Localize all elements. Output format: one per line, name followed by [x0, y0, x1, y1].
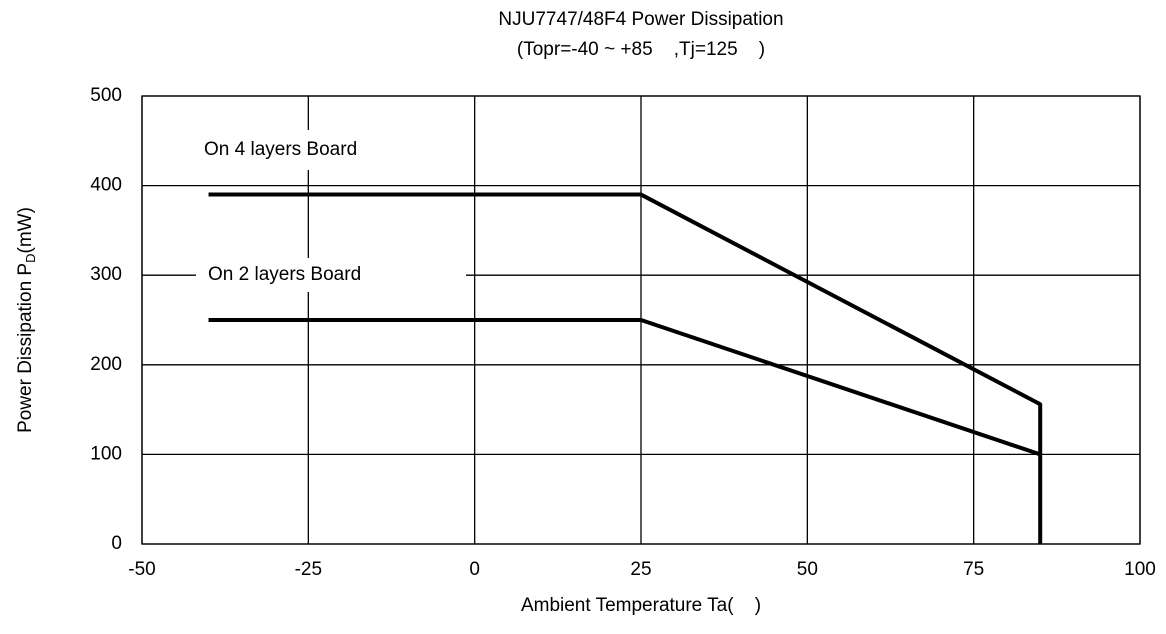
x-tick-label: 0: [469, 559, 480, 580]
y-tick-label: 400: [90, 175, 122, 196]
x-axis-label: Ambient Temperature Ta( ): [521, 595, 761, 616]
y-tick-label: 300: [90, 264, 122, 285]
label-background: [192, 130, 422, 170]
x-tick-label: -25: [295, 559, 322, 580]
y-tick-label: 0: [111, 533, 122, 554]
series-line: [208, 318, 1041, 457]
y-axis-label-unit: (mW): [15, 207, 36, 253]
label-background: [196, 258, 466, 292]
x-tick-label: 75: [963, 559, 984, 580]
y-tick-label: 100: [90, 443, 122, 464]
y-axis-label: Power Dissipation PD(mW): [15, 207, 38, 433]
series-line: [208, 192, 1043, 544]
chart-subtitle: (Topr=-40 ~ +85 ,Tj=125 ): [517, 39, 765, 60]
x-tick-label: 100: [1124, 559, 1156, 580]
y-axis-label-sub: D: [23, 254, 38, 263]
y-axis-label-main: Power Dissipation P: [15, 263, 36, 433]
x-tick-label: -50: [128, 559, 155, 580]
x-tick-label: 50: [797, 559, 818, 580]
y-tick-label: 500: [90, 85, 122, 106]
series-label: On 4 layers Board: [204, 139, 357, 160]
plot-border: [141, 95, 1141, 545]
y-tick-label: 200: [90, 354, 122, 375]
series-label: On 2 layers Board: [208, 264, 361, 285]
chart-title: NJU7747/48F4 Power Dissipation: [498, 9, 783, 30]
x-tick-label: 25: [630, 559, 651, 580]
